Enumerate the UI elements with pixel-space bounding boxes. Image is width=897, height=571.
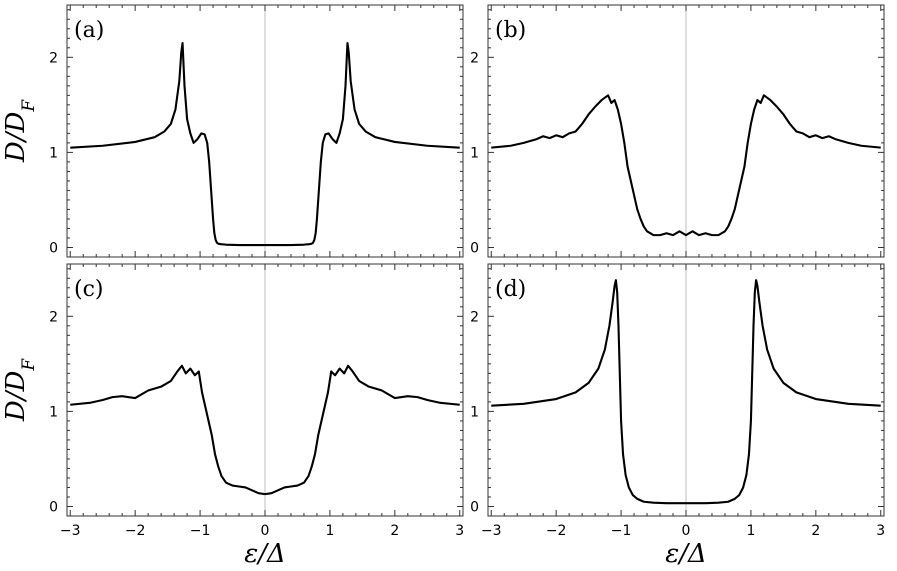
y-tick-label: 1 (470, 404, 479, 420)
y-tick-label: 1 (49, 145, 58, 161)
y-tick-label: 0 (470, 499, 479, 515)
x-tick-label: 2 (811, 523, 820, 539)
x-tick-label: −2 (546, 523, 567, 539)
x-tick-label: 1 (325, 523, 334, 539)
dos-curve (491, 94, 881, 237)
panel-label: (a) (74, 18, 104, 43)
dos-curve (70, 364, 460, 496)
dos-curve (70, 41, 460, 247)
panel-label: (d) (495, 277, 526, 302)
y-tick-label: 0 (470, 240, 479, 256)
y-tick-label: 1 (470, 145, 479, 161)
x-tick-label: 3 (876, 523, 885, 539)
x-axis-title: ε/Δ (244, 539, 286, 569)
x-tick-label: −1 (190, 523, 211, 539)
y-tick-label: 2 (470, 50, 479, 66)
y-tick-label: 2 (470, 309, 479, 325)
y-axis-title: D/DF (1, 358, 39, 422)
x-tick-label: 3 (455, 523, 464, 539)
x-tick-label: 0 (261, 523, 270, 539)
x-tick-label: 1 (746, 523, 755, 539)
x-tick-label: −3 (481, 523, 502, 539)
y-tick-label: 0 (49, 499, 58, 515)
y-axis-title: D/DF (1, 99, 39, 163)
y-tick-label: 2 (49, 50, 58, 66)
x-tick-label: 0 (682, 523, 691, 539)
panel-2: 0 1 2 (b) (470, 4, 885, 258)
y-tick-label: 2 (49, 309, 58, 325)
x-axis-title: ε/Δ (665, 539, 707, 569)
x-tick-label: −1 (611, 523, 632, 539)
panel-label: (b) (495, 18, 526, 43)
panel-3: 0 1 2 −3 −2 −1 0 1 2 3 (c) D/DF ε/Δ (1, 263, 464, 569)
x-tick-label: 2 (390, 523, 399, 539)
panel-1: 0 1 2 (a) D/DF (1, 4, 464, 258)
x-tick-label: −3 (60, 523, 81, 539)
y-tick-label: 0 (49, 240, 58, 256)
x-tick-label: −2 (125, 523, 146, 539)
dos-curve (491, 279, 881, 505)
panel-label: (c) (74, 277, 104, 302)
panel-4: 0 1 2 −3 −2 −1 0 1 2 3 (d) ε/Δ (470, 263, 885, 569)
y-tick-label: 1 (49, 404, 58, 420)
